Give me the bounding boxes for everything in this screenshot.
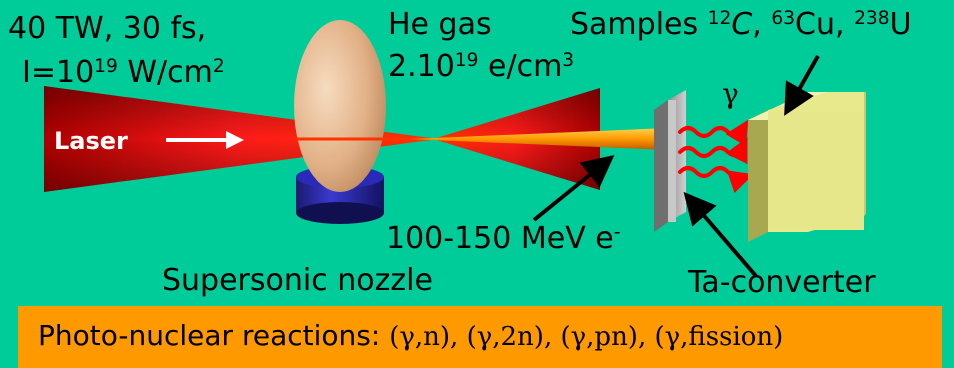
nozzle-label: Supersonic nozzle [162,263,433,298]
laser-parameters-line1: 40 TW, 30 fs, [8,11,207,46]
electron-beam [410,128,668,150]
gas-label-line2: 2.1019 e/cm3 [388,49,575,84]
electron-energy-label: 100-150 MeV e- [386,221,621,256]
black-arrow-icon [532,55,820,278]
laser-label: Laser [54,127,128,155]
reactions-banner [18,306,942,368]
gas-jet [294,20,386,192]
gamma-rays [678,119,754,194]
right-arrow-icon [166,131,244,149]
gas-label-line1: He gas [388,7,492,42]
converter-label: Ta-converter [688,265,876,300]
samples-label: Samples 12C, 63Cu, 238U [570,7,912,42]
reactions-text: Photo-nuclear reactions: (γ,n), (γ,2n), … [38,319,784,352]
sample-target [748,92,866,242]
laser-parameters-line2: I=1019 W/cm2 [22,55,225,90]
gamma-label: γ [722,77,739,110]
ta-converter [654,90,686,232]
